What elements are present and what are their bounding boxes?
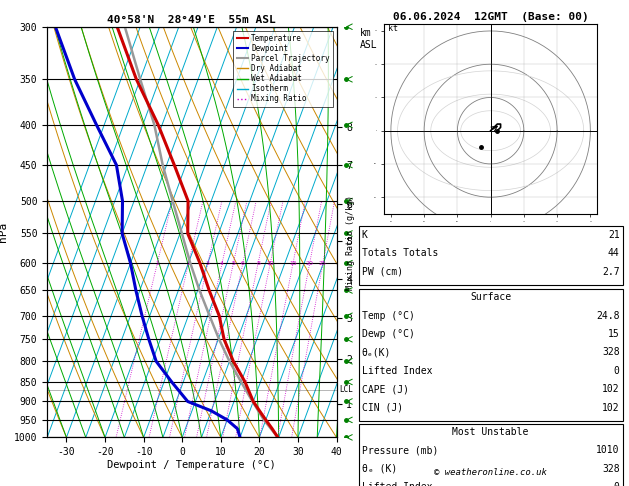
Text: Temp (°C): Temp (°C) — [362, 311, 415, 321]
Text: 5: 5 — [231, 260, 235, 266]
Text: 25: 25 — [319, 260, 327, 266]
Text: 2.7: 2.7 — [602, 267, 620, 277]
Text: 10: 10 — [267, 260, 274, 266]
Y-axis label: hPa: hPa — [0, 222, 8, 242]
Text: 06.06.2024  12GMT  (Base: 00): 06.06.2024 12GMT (Base: 00) — [392, 12, 589, 22]
X-axis label: Dewpoint / Temperature (°C): Dewpoint / Temperature (°C) — [108, 460, 276, 470]
Text: 15: 15 — [608, 329, 620, 339]
Text: Lifted Index: Lifted Index — [362, 366, 432, 376]
Text: 328: 328 — [602, 347, 620, 358]
Text: Dewp (°C): Dewp (°C) — [362, 329, 415, 339]
Text: K: K — [362, 230, 367, 240]
Text: © weatheronline.co.uk: © weatheronline.co.uk — [434, 468, 547, 477]
Text: PW (cm): PW (cm) — [362, 267, 403, 277]
Text: 0: 0 — [614, 366, 620, 376]
Text: 6: 6 — [241, 260, 245, 266]
Text: 328: 328 — [602, 464, 620, 474]
Text: 3: 3 — [206, 260, 210, 266]
Text: 102: 102 — [602, 384, 620, 395]
Text: Lifted Index: Lifted Index — [362, 482, 432, 486]
Legend: Temperature, Dewpoint, Parcel Trajectory, Dry Adiabat, Wet Adiabat, Isotherm, Mi: Temperature, Dewpoint, Parcel Trajectory… — [233, 31, 333, 106]
Text: 21: 21 — [608, 230, 620, 240]
Text: 1: 1 — [155, 260, 159, 266]
Text: 15: 15 — [289, 260, 297, 266]
Text: CIN (J): CIN (J) — [362, 403, 403, 413]
Text: 24.8: 24.8 — [596, 311, 620, 321]
Text: 102: 102 — [602, 403, 620, 413]
Text: 1010: 1010 — [596, 445, 620, 455]
Text: CAPE (J): CAPE (J) — [362, 384, 409, 395]
Text: Most Unstable: Most Unstable — [452, 427, 529, 437]
Text: kt: kt — [387, 24, 398, 33]
Text: LCL: LCL — [340, 385, 353, 395]
Text: Pressure (mb): Pressure (mb) — [362, 445, 438, 455]
Text: Mixing Ratio (g/kg): Mixing Ratio (g/kg) — [347, 195, 355, 291]
Text: Surface: Surface — [470, 292, 511, 302]
Text: 20: 20 — [306, 260, 314, 266]
Text: θₑ(K): θₑ(K) — [362, 347, 391, 358]
Y-axis label: km
ASL: km ASL — [360, 28, 377, 50]
Text: 2: 2 — [187, 260, 191, 266]
Text: Totals Totals: Totals Totals — [362, 248, 438, 259]
Text: 44: 44 — [608, 248, 620, 259]
Text: 0: 0 — [614, 482, 620, 486]
Text: 8: 8 — [256, 260, 260, 266]
Title: 40°58'N  28°49'E  55m ASL: 40°58'N 28°49'E 55m ASL — [108, 15, 276, 25]
Text: θₑ (K): θₑ (K) — [362, 464, 397, 474]
Text: 4: 4 — [220, 260, 224, 266]
